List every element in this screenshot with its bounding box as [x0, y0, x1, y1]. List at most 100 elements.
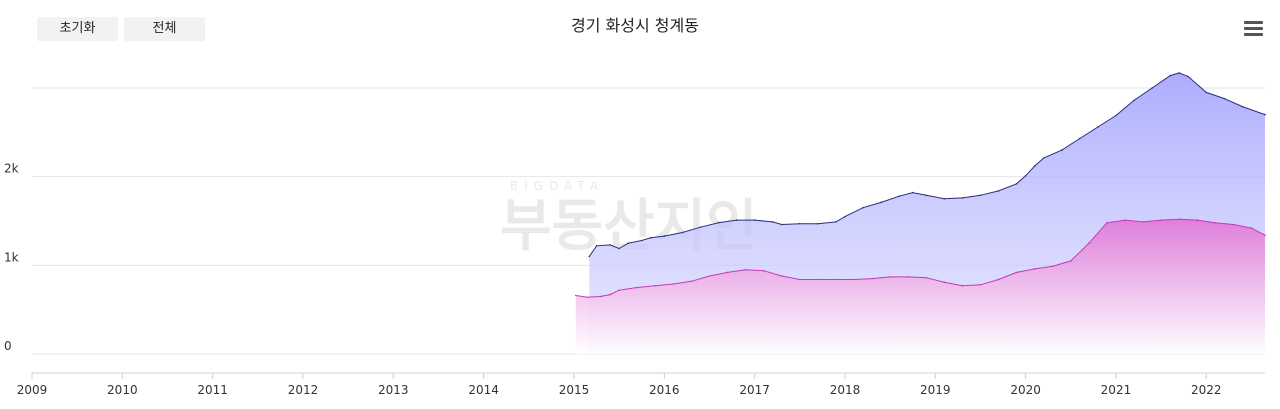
upper-series-point — [780, 223, 783, 226]
upper-series-point — [735, 219, 738, 221]
lower-series-point — [817, 278, 819, 281]
upper-series-point — [1133, 99, 1135, 102]
lower-series-point — [672, 283, 675, 285]
upper-series-point — [817, 222, 819, 225]
x-tick-label: 2020 — [1010, 383, 1041, 397]
x-tick-label: 2017 — [739, 383, 770, 397]
y-tick-label: 2k — [4, 162, 19, 176]
lower-series-point — [586, 296, 589, 299]
lower-series-point — [780, 275, 783, 277]
lower-series-point — [744, 269, 747, 271]
lower-series-point — [654, 284, 657, 287]
x-tick-label: 2013 — [378, 383, 409, 397]
lower-series-point — [1232, 223, 1235, 226]
x-tick-label: 2018 — [830, 383, 861, 397]
lower-series-point — [889, 276, 891, 278]
upper-series-point — [640, 239, 643, 242]
chart-title: 경기 화성시 청계동 — [571, 16, 699, 35]
upper-series-point — [1015, 183, 1018, 185]
x-tick-label: 2019 — [920, 383, 951, 397]
upper-series-point — [650, 237, 652, 239]
lower-series-point — [636, 286, 638, 289]
lower-series-point — [600, 295, 602, 298]
upper-series-point — [663, 235, 666, 237]
x-tick-label: 2016 — [649, 383, 680, 397]
x-tick-label: 2012 — [288, 383, 319, 397]
upper-series-point — [799, 222, 801, 225]
upper-series-point — [609, 244, 611, 246]
lower-series-point — [1106, 222, 1108, 224]
upper-series-point — [627, 242, 629, 244]
lower-series-area — [575, 219, 1265, 354]
upper-series-point — [943, 198, 946, 200]
upper-series-point — [862, 206, 864, 209]
upper-series-point — [595, 245, 598, 247]
upper-series-point — [1178, 72, 1180, 74]
lower-series-point — [1015, 271, 1018, 274]
x-tick-label: 2014 — [468, 383, 499, 397]
upper-series-point — [1205, 91, 1208, 94]
lower-series-point — [762, 269, 765, 272]
upper-series-point — [1151, 87, 1153, 89]
lower-series-point — [1214, 222, 1217, 224]
upper-series-point — [997, 190, 1000, 192]
upper-series-point — [925, 194, 928, 197]
upper-series-point — [1061, 149, 1063, 151]
lower-series-point — [1196, 219, 1199, 221]
lower-series-point — [871, 277, 873, 280]
x-tick-label: 2011 — [197, 383, 228, 397]
lower-series-point — [1088, 242, 1090, 244]
hamburger-menu-icon[interactable] — [1244, 21, 1263, 37]
upper-series-point — [1223, 97, 1226, 100]
upper-series-point — [835, 221, 837, 223]
upper-series-point — [961, 197, 964, 199]
all-range-button[interactable]: 전체 — [124, 17, 205, 41]
lower-series-point — [1264, 234, 1266, 236]
x-tick-label: 2021 — [1101, 383, 1132, 397]
upper-series-point — [1024, 175, 1027, 177]
lower-series-point — [853, 278, 855, 281]
lower-series-point — [690, 280, 693, 283]
svg-text:BIGDATA: BIGDATA — [510, 179, 604, 193]
upper-series-point — [618, 247, 620, 250]
lower-series-point — [1160, 219, 1162, 221]
lower-series-point — [907, 276, 909, 278]
lower-series-point — [1033, 268, 1036, 270]
lower-series-point — [835, 278, 837, 281]
lower-series-point — [609, 293, 611, 296]
lower-series-point — [943, 281, 946, 284]
upper-series-point — [717, 222, 720, 224]
reset-button[interactable]: 초기화 — [37, 17, 118, 41]
upper-series-point — [880, 201, 882, 204]
x-tick-label: 2009 — [17, 383, 48, 397]
upper-series-point — [1097, 126, 1099, 128]
upper-series-point — [588, 255, 591, 258]
x-tick-label: 2022 — [1191, 383, 1222, 397]
upper-series-point — [771, 221, 774, 223]
upper-series-point — [911, 191, 914, 194]
upper-series-point — [753, 219, 756, 221]
upper-series-point — [699, 226, 702, 228]
lower-series-point — [799, 278, 801, 281]
upper-series-point — [1264, 113, 1266, 116]
lower-series-point — [1250, 227, 1253, 229]
upper-series-point — [979, 194, 982, 197]
lower-series-point — [618, 289, 620, 292]
upper-series-point — [1241, 105, 1244, 108]
lower-series-point — [708, 275, 711, 277]
upper-series-point — [1033, 165, 1036, 167]
lower-series-point — [979, 284, 982, 286]
upper-series-point — [1042, 157, 1045, 159]
upper-series-point — [1187, 75, 1189, 78]
upper-series-point — [1169, 74, 1171, 77]
upper-series-point — [1079, 137, 1081, 140]
lower-series-point — [1051, 265, 1054, 268]
x-tick-label: 2010 — [107, 383, 138, 397]
upper-series-point — [681, 231, 684, 234]
upper-series-point — [844, 215, 846, 218]
upper-series-point — [1115, 114, 1117, 117]
lower-series-point — [575, 294, 577, 297]
lower-series-point — [1142, 221, 1144, 223]
upper-series-point — [898, 195, 900, 197]
